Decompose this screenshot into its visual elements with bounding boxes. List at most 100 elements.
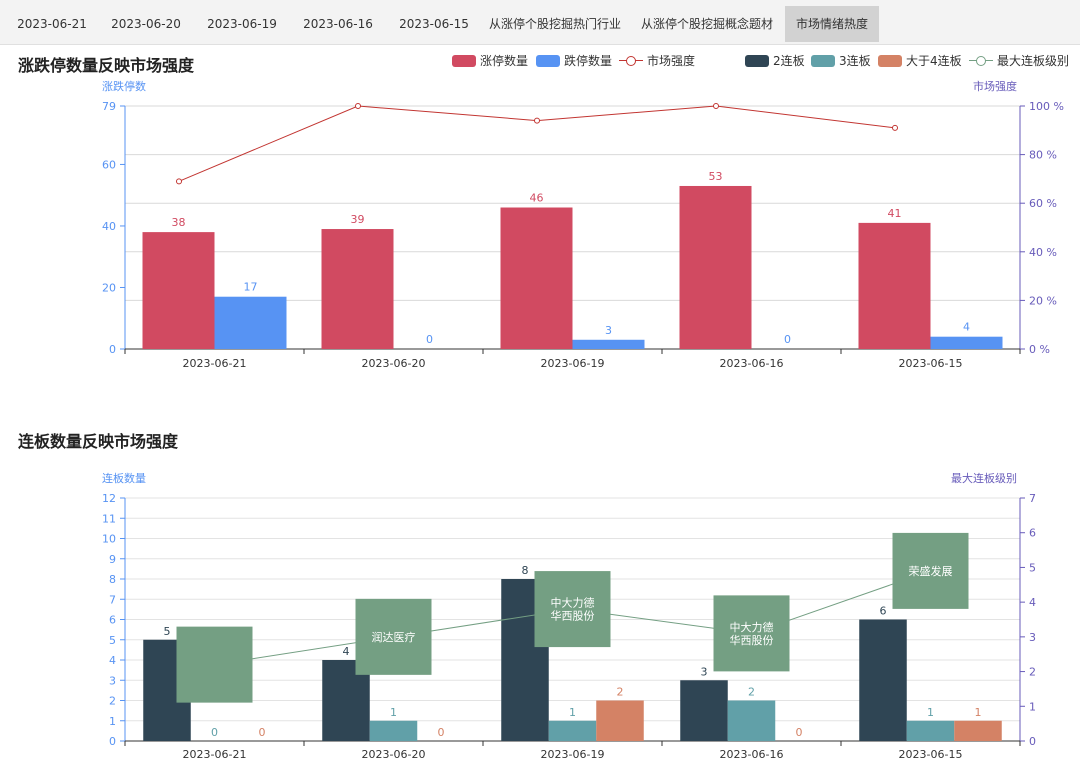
annotation-text: 华西股份: [551, 609, 595, 623]
bar-4plus-board-label: 2: [617, 686, 624, 699]
x-tick-label: 2023-06-20: [362, 748, 426, 761]
y2-tick-label: 2: [1029, 666, 1036, 679]
strength-line: [178, 105, 896, 182]
bar-2-board: [680, 680, 728, 741]
legend-label: 最大连板级别: [997, 54, 1070, 68]
y2-tick-label: 1: [1029, 700, 1036, 713]
tab-7[interactable]: 市场情绪热度: [785, 6, 879, 42]
tab-5[interactable]: 从涨停个股挖掘热门行业: [488, 17, 621, 31]
x-tick-label: 2023-06-19: [541, 748, 605, 761]
legend-swatch: [811, 55, 835, 67]
y2-tick-label: 80 %: [1029, 149, 1057, 162]
y-tick-label: 12: [102, 492, 116, 505]
annotation-text: 华西股份: [730, 633, 774, 647]
annotation-bg: [713, 595, 790, 672]
tab-0[interactable]: 2023-06-21: [17, 17, 87, 31]
bar-4plus-board-label: 1: [975, 706, 982, 719]
bar-4plus-board: [596, 700, 644, 741]
tab-4[interactable]: 2023-06-15: [399, 17, 469, 31]
bar-limit-up: [142, 232, 215, 349]
y2-tick-label: 4: [1029, 596, 1036, 609]
bar-limit-up: [858, 222, 931, 349]
annotation-bg: [534, 571, 611, 648]
bar-3-board-label: 1: [390, 706, 397, 719]
annotation-bg: [355, 598, 432, 675]
y-tick-label: 7: [109, 593, 116, 606]
strength-point: [892, 124, 898, 131]
chart1-legend: 涨停数量 跌停数量 市场强度 2连板 3连板 大于4连板 最大连板级别: [0, 54, 1080, 70]
bar-3-board-label: 1: [569, 706, 576, 719]
annotation-bg: [176, 626, 253, 703]
legend-label: 3连板: [839, 54, 871, 68]
y-tick-label: 6: [109, 614, 116, 627]
annotation-text: 荣盛发展: [909, 564, 953, 578]
bar-2-board-label: 3: [701, 665, 708, 678]
y-tick-label: 79: [102, 100, 116, 113]
tab-1[interactable]: 2023-06-20: [111, 17, 181, 31]
bar-label-limit-up: 39: [351, 213, 365, 226]
tab-bar: 2023-06-21 2023-06-20 2023-06-19 2023-06-16…: [0, 0, 1080, 45]
y-axis-label: 涨跌停数: [102, 79, 146, 93]
y2-tick-label: 7: [1029, 492, 1036, 505]
legend-swatch: [878, 55, 902, 67]
y-tick-label: 8: [109, 573, 116, 586]
bar-3-board: [906, 720, 955, 741]
legend-swatch: [536, 55, 560, 67]
y2-axis-label: 市场强度: [973, 79, 1017, 93]
bar-3-board: [369, 720, 418, 741]
bar-4plus-board-label: 0: [438, 726, 445, 739]
y2-tick-label: 100 %: [1029, 100, 1064, 113]
bar-label-limit-down: 3: [605, 324, 612, 337]
bar-limit-up: [500, 207, 573, 349]
y2-tick-label: 60 %: [1029, 197, 1057, 210]
y2-tick-label: 6: [1029, 527, 1036, 540]
bar-label-limit-up: 53: [709, 170, 723, 183]
y-tick-label: 0: [109, 343, 116, 356]
bar-2-board-label: 5: [164, 625, 171, 638]
legend-swatch: [745, 55, 769, 67]
y2-tick-label: 40 %: [1029, 246, 1057, 259]
x-tick-label: 2023-06-21: [183, 748, 247, 761]
bar-4plus-board-label: 0: [259, 726, 266, 739]
legend-marker: [976, 56, 986, 66]
strength-point: [355, 103, 361, 109]
bar-limit-down: [930, 336, 1003, 349]
legend-swatch: [452, 55, 476, 67]
annotation-box: 润达医疗: [355, 598, 432, 675]
y-tick-label: 11: [102, 512, 116, 525]
y-tick-label: 60: [102, 158, 116, 171]
bar-3-board: [548, 720, 597, 741]
legend-label: 市场强度: [647, 54, 696, 68]
legend-label: 跌停数量: [564, 54, 613, 68]
x-tick-label: 2023-06-19: [541, 357, 605, 370]
y-tick-label: 3: [109, 674, 116, 687]
bar-limit-down: [214, 296, 287, 349]
x-tick-label: 2023-06-16: [720, 748, 784, 761]
y-tick-label: 20: [102, 281, 116, 294]
bar-label-limit-down: 4: [963, 321, 970, 334]
annotation-text: 润达医疗: [372, 630, 416, 644]
bar-4plus-board-label: 0: [796, 726, 803, 739]
legend-label: 大于4连板: [906, 54, 962, 68]
y-tick-label: 4: [109, 654, 116, 667]
tab-6[interactable]: 从涨停个股挖掘概念题材: [640, 17, 773, 31]
annotation-bg: [892, 532, 969, 609]
y2-tick-label: 3: [1029, 631, 1036, 644]
tab-2[interactable]: 2023-06-19: [207, 17, 277, 31]
tab-3[interactable]: 2023-06-16: [303, 17, 373, 31]
y-tick-label: 2: [109, 695, 116, 708]
bar-label-limit-up: 41: [888, 207, 902, 220]
x-tick-label: 2023-06-20: [362, 357, 426, 370]
y-tick-label: 40: [102, 220, 116, 233]
strength-point: [713, 103, 719, 109]
legend-label: 2连板: [773, 54, 805, 68]
chart2-title: 连板数量反映市场强度: [18, 432, 179, 451]
bar-3-board-label: 1: [927, 706, 934, 719]
x-tick-label: 2023-06-16: [720, 357, 784, 370]
annotation-text: 中大力德: [551, 596, 595, 610]
strength-point: [176, 178, 182, 185]
bar-2-board-label: 4: [343, 645, 350, 658]
x-tick-label: 2023-06-21: [183, 357, 247, 370]
y-axis-label: 连板数量: [102, 471, 146, 485]
